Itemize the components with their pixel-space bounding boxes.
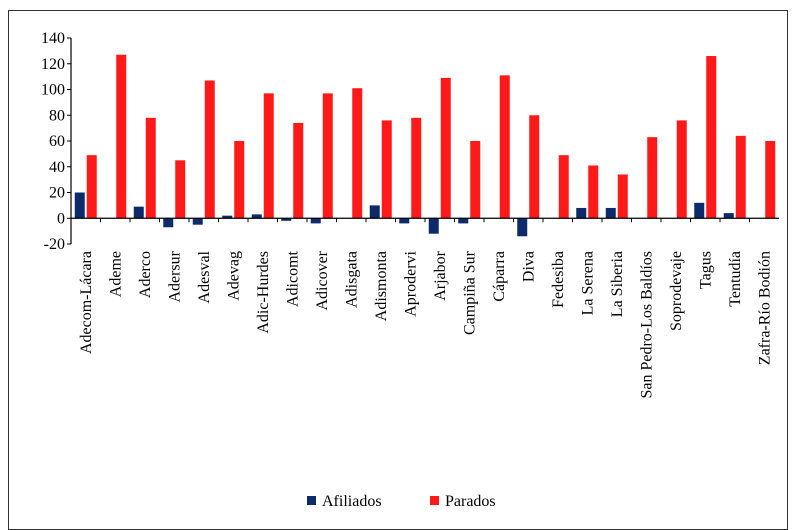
- bar-parados-2: [145, 117, 156, 219]
- x-category-label: Adevag: [225, 251, 242, 301]
- bar-parados-15: [529, 115, 540, 219]
- bar-parados-19: [647, 137, 658, 219]
- bar-parados-8: [322, 93, 333, 219]
- bar-parados-3: [175, 160, 186, 219]
- x-category-label: Fedesiba: [550, 251, 567, 308]
- bar-parados-22: [735, 135, 746, 219]
- x-category-label: Diva: [520, 251, 537, 282]
- x-category-label: Ademe: [107, 251, 124, 297]
- x-category-label: Zafra-Río Bodión: [756, 251, 773, 365]
- bar-afiliados-5: [222, 215, 233, 219]
- legend-label-parados: Parados: [445, 493, 496, 510]
- bar-afiliados-15: [517, 218, 528, 237]
- bar-afiliados-7: [281, 218, 292, 221]
- bar-afiliados-3: [163, 218, 174, 228]
- bar-parados-20: [676, 120, 687, 219]
- bars: [74, 54, 776, 237]
- bar-afiliados-18: [605, 207, 616, 219]
- x-category-label: Adisgata: [343, 251, 360, 308]
- bar-afiliados-12: [428, 218, 439, 234]
- x-category-label: Aprodervi: [402, 250, 419, 316]
- x-category-label: Tentudía: [727, 251, 744, 307]
- y-tick-label: 140: [41, 30, 65, 47]
- bar-afiliados-0: [74, 192, 85, 219]
- bar-parados-17: [588, 165, 599, 219]
- legend-swatch-parados: [430, 496, 439, 505]
- x-category-label: La Serena: [579, 251, 596, 315]
- bar-parados-9: [352, 88, 363, 219]
- bar-parados-14: [499, 75, 510, 219]
- bar-parados-1: [116, 54, 127, 219]
- x-category-label: Adic-Hurdes: [255, 251, 272, 334]
- y-tick-label: 100: [41, 82, 65, 99]
- bar-parados-11: [411, 117, 422, 219]
- x-category-label: Adismonta: [373, 251, 390, 321]
- x-axis-labels: Adecom-Lácara Ademe Aderco Adersur Adesval Ad…: [78, 250, 774, 398]
- axes: [70, 38, 779, 244]
- x-category-label: Campiña Sur: [461, 250, 478, 335]
- bar-parados-23: [765, 141, 776, 219]
- x-category-label: San Pedro-Los Baldíos: [638, 251, 655, 399]
- bar-parados-13: [470, 141, 481, 219]
- y-tick-label: 120: [41, 56, 65, 73]
- bar-chart: -20 0 20 40 60 80 100 120 140 Adecom-Lácara Ademe…: [41, 30, 779, 510]
- legend-label-afiliados: Afiliados: [322, 493, 382, 510]
- bar-afiliados-11: [399, 218, 410, 224]
- bar-parados-6: [263, 93, 274, 219]
- bar-parados-21: [706, 56, 717, 219]
- bar-afiliados-10: [369, 205, 380, 219]
- y-tick-label: 0: [57, 210, 65, 227]
- bar-afiliados-6: [251, 214, 262, 219]
- x-category-label: Adesval: [196, 250, 213, 303]
- legend: Afiliados Parados: [307, 493, 496, 510]
- bar-parados-16: [558, 155, 569, 219]
- bar-parados-12: [440, 77, 451, 219]
- bar-afiliados-8: [310, 218, 321, 224]
- bar-afiliados-2: [133, 206, 144, 219]
- y-tick-label: 60: [49, 133, 65, 150]
- legend-swatch-afiliados: [307, 496, 316, 505]
- bar-afiliados-13: [458, 218, 469, 224]
- bar-afiliados-22: [723, 213, 734, 219]
- bar-parados-10: [381, 120, 392, 219]
- x-category-label: Soprodevaje: [668, 251, 685, 331]
- y-tick-label: 40: [49, 159, 65, 176]
- x-category-label: La Siberia: [609, 251, 626, 317]
- bar-afiliados-4: [192, 218, 203, 225]
- x-category-label: Arjabor: [432, 250, 449, 300]
- y-tick-label: 20: [49, 185, 65, 202]
- chart-frame: -20 0 20 40 60 80 100 120 140 Adecom-Lácara Ademe…: [8, 10, 788, 530]
- bar-parados-7: [293, 122, 304, 219]
- x-category-label: Aderco: [137, 251, 154, 298]
- y-axis-ticks: -20 0 20 40 60 80 100 120 140: [41, 30, 71, 253]
- x-category-label: Adecom-Lácara: [78, 251, 95, 354]
- x-category-label: Cáparra: [491, 251, 508, 302]
- bar-parados-5: [234, 141, 245, 219]
- bar-parados-4: [204, 80, 215, 219]
- bar-parados-0: [86, 155, 97, 219]
- x-category-label: Adicover: [314, 250, 331, 310]
- y-tick-label: 80: [49, 107, 65, 124]
- bar-parados-18: [617, 174, 628, 219]
- x-category-label: Tagus: [697, 251, 714, 289]
- y-tick-label: -20: [44, 236, 65, 253]
- x-category-label: Adicomt: [284, 250, 301, 307]
- bar-afiliados-21: [694, 202, 705, 219]
- x-category-label: Adersur: [166, 250, 183, 302]
- bar-afiliados-17: [576, 207, 587, 219]
